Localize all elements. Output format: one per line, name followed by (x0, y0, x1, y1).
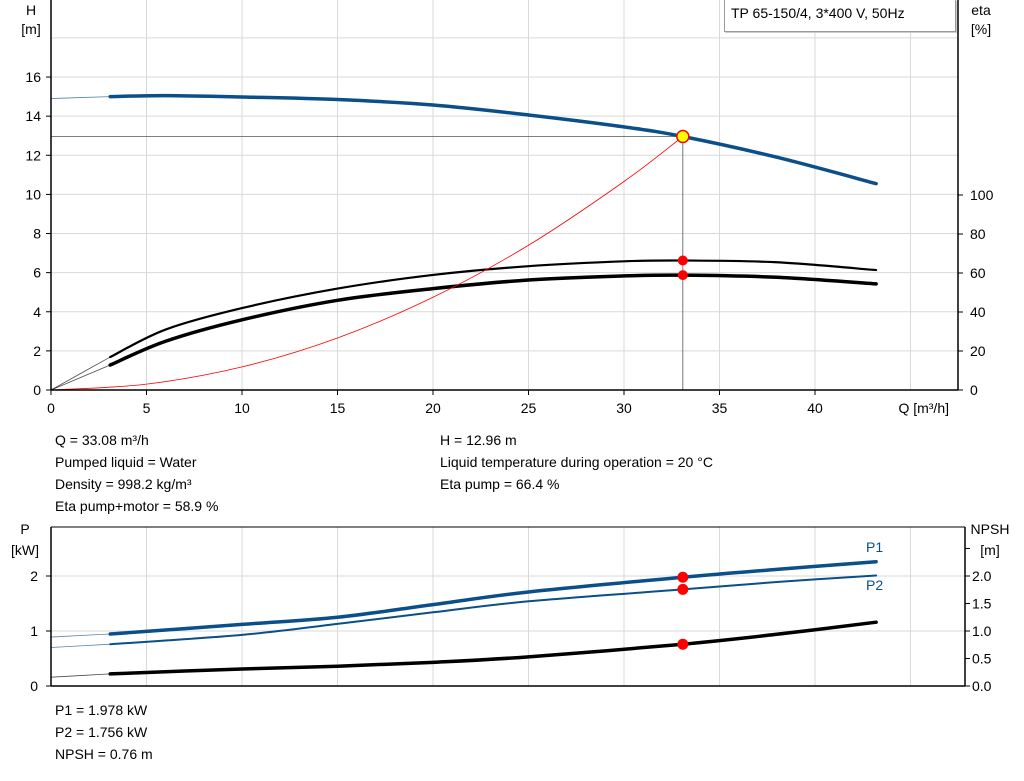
y-axis-label-left: H (26, 2, 36, 18)
info-liquid-temp: Liquid temperature during operation = 20… (440, 454, 713, 470)
y-tick-label-left: 14 (25, 108, 41, 124)
p2-series-label: P2 (866, 577, 883, 593)
npsh-operating-marker (677, 638, 689, 650)
y-tick-label-left: 0 (33, 382, 41, 398)
p1-series-label: P1 (866, 539, 883, 555)
y-tick-label-left: 2 (33, 343, 41, 359)
npsh-tick-label: 1.5 (972, 596, 992, 612)
eta-pump-motor-curve-extension (50, 364, 111, 391)
npsh-tick-label: 0.5 (972, 651, 992, 667)
info-eta-total: Eta pump+motor = 58.9 % (55, 498, 219, 514)
x-tick-label: 0 (47, 400, 55, 416)
x-tick-label: 15 (330, 400, 346, 416)
p1-curve (108, 559, 878, 636)
npsh-axis-unit: [m] (980, 542, 999, 558)
info-p1: P1 = 1.978 kW (55, 702, 148, 718)
x-tick-label: 10 (234, 400, 250, 416)
y-tick-label-right: 20 (970, 343, 986, 359)
x-tick-label: 35 (712, 400, 728, 416)
p2-operating-marker (677, 583, 689, 595)
y-axis-label-right: eta (971, 2, 991, 18)
y-tick-label-left: 12 (25, 147, 41, 163)
y-tick-label-left: 16 (25, 69, 41, 85)
y-tick-label-left: 4 (33, 304, 41, 320)
y-tick-label-right: 60 (970, 265, 986, 281)
eta-pump-marker (677, 255, 688, 266)
info-right: H = 12.96 m Liquid temperature during op… (440, 429, 713, 495)
y-tick-label-left: 10 (25, 186, 41, 202)
p1-operating-marker (677, 571, 689, 583)
y-axis-unit-right: [%] (971, 21, 991, 37)
p1-curve-extension (50, 633, 111, 638)
npsh-axis-label: NPSH (971, 521, 1010, 537)
y-tick-label-right: 80 (970, 226, 986, 242)
p-tick-label: 1 (30, 623, 38, 639)
info-bottom: P1 = 1.978 kW P2 = 1.756 kW NPSH = 0.76 … (55, 699, 153, 765)
npsh-curve (108, 620, 878, 676)
info-p2: P2 = 1.756 kW (55, 724, 148, 740)
eta-pump-motor-curve (108, 273, 878, 367)
eta-pump-curve-extension (50, 356, 111, 391)
y-tick-label-left: 8 (33, 226, 41, 242)
npsh-tick-label: 2.0 (972, 568, 992, 584)
npsh-tick-label: 1.0 (972, 623, 992, 639)
info-pumped-liquid: Pumped liquid = Water (55, 454, 197, 470)
x-tick-label: 5 (143, 400, 151, 416)
eta-pump-curve (109, 259, 878, 359)
x-axis-label: Q [m³/h] (898, 400, 949, 416)
info-left: Q = 33.08 m³/h Pumped liquid = Water Den… (55, 429, 218, 517)
p2-curve-extension (50, 643, 111, 648)
y-tick-label-right: 0 (970, 382, 978, 398)
p-axis-label: P (20, 521, 29, 537)
legend-pump-model: TP 65-150/4, 3*400 V, 50Hz (724, 0, 956, 32)
x-tick-label: 40 (807, 400, 823, 416)
y-tick-label-right: 40 (970, 304, 986, 320)
p-tick-label: 0 (30, 678, 38, 694)
x-tick-label: 30 (616, 400, 632, 416)
npsh-curve-extension (50, 673, 111, 678)
h-curve-extension (50, 96, 111, 99)
p-tick-label: 2 (30, 568, 38, 584)
y-tick-label-right: 100 (970, 187, 994, 203)
info-flow: Q = 33.08 m³/h (55, 432, 149, 448)
eta-total-marker (677, 270, 688, 281)
info-head: H = 12.96 m (440, 432, 517, 448)
info-eta-pump: Eta pump = 66.4 % (440, 476, 560, 492)
x-tick-label: 25 (521, 400, 537, 416)
operating-point-marker (676, 129, 690, 144)
h-curve (108, 93, 878, 186)
npsh-tick-label: 0.0 (972, 678, 992, 694)
info-npsh: NPSH = 0.76 m (55, 746, 153, 762)
y-tick-label-left: 6 (33, 265, 41, 281)
x-tick-label: 20 (425, 400, 441, 416)
system-curve (50, 136, 684, 391)
y-axis-unit-left: [m] (21, 21, 40, 37)
p-axis-unit: [kW] (11, 542, 39, 558)
info-density: Density = 998.2 kg/m³ (55, 476, 192, 492)
p2-curve (109, 574, 878, 646)
